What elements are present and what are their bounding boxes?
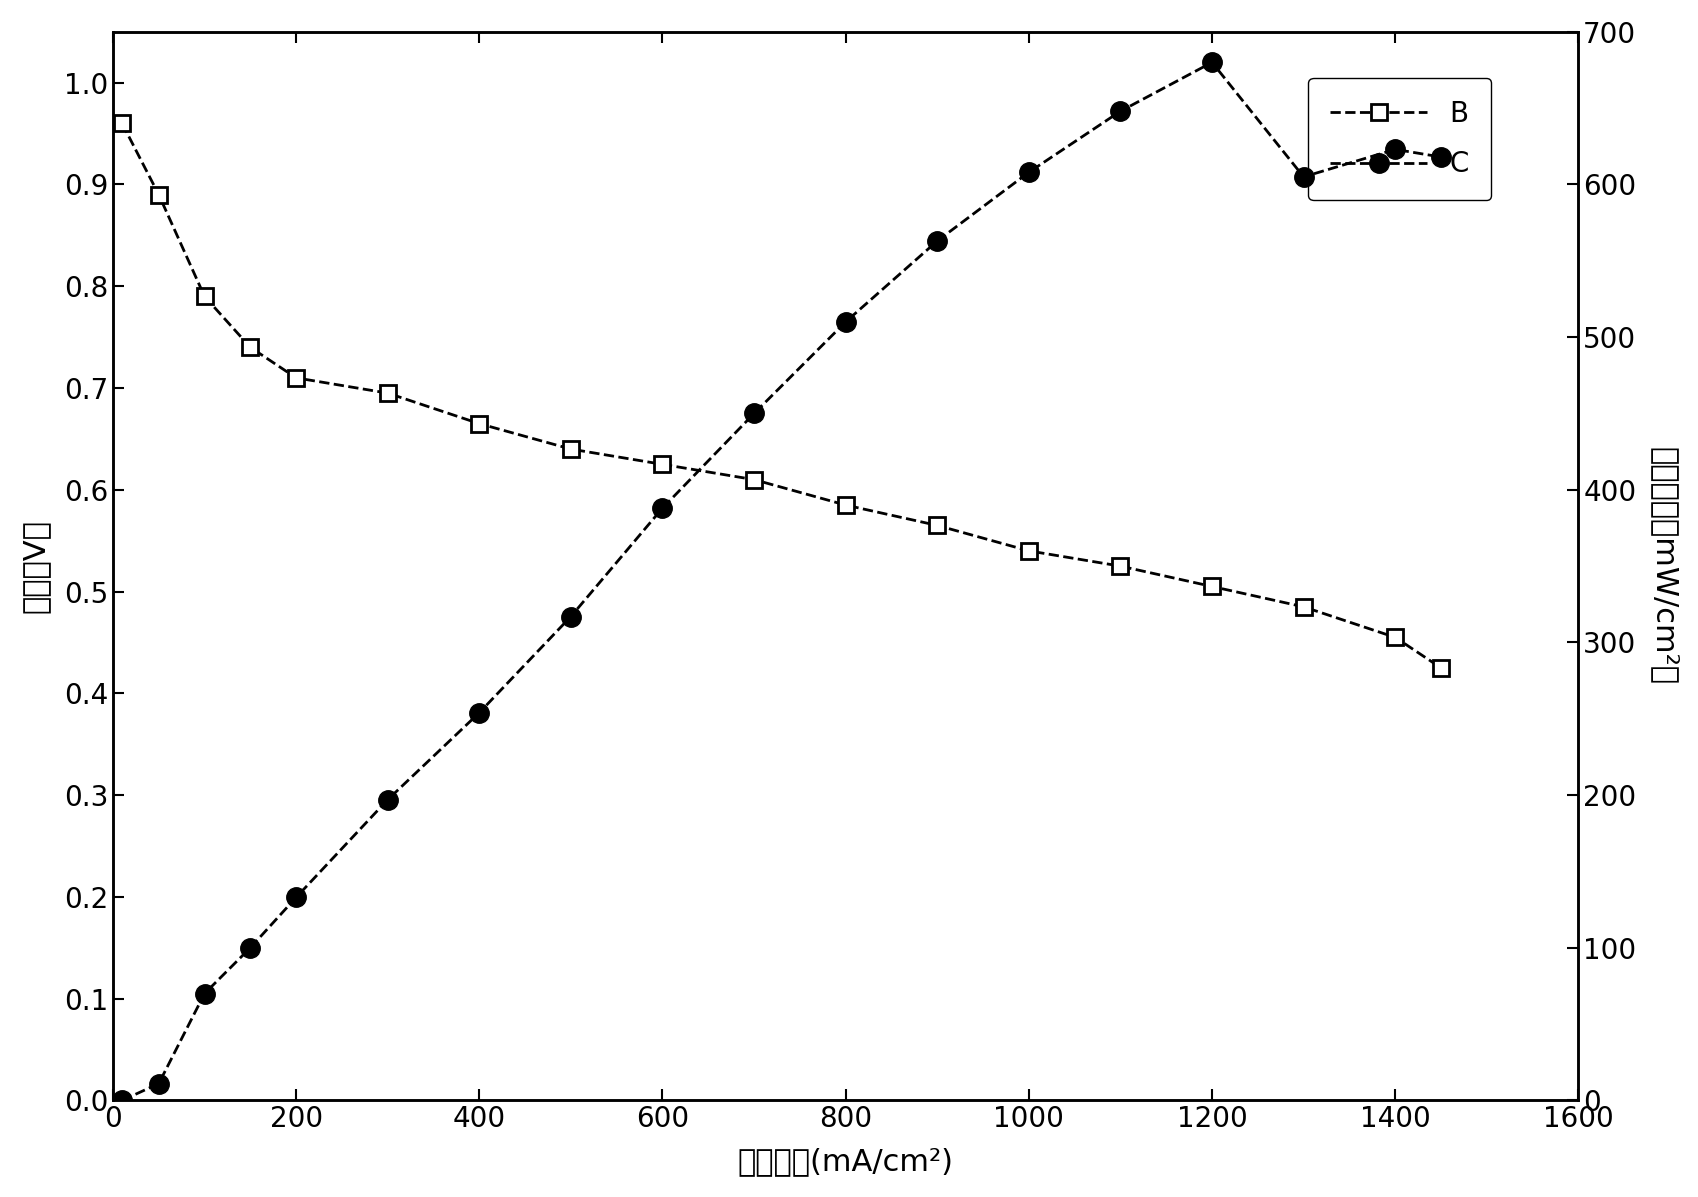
- B: [377, 385, 397, 400]
- B: [1292, 600, 1313, 614]
- X-axis label: 电流密度(mA/cm²): 电流密度(mA/cm²): [737, 1147, 953, 1177]
- C: [744, 406, 764, 420]
- B: [239, 340, 260, 354]
- B: [469, 417, 489, 431]
- C: [835, 315, 856, 329]
- B: [744, 473, 764, 487]
- B: [285, 371, 306, 385]
- C: [239, 941, 260, 955]
- B: [927, 518, 947, 533]
- B: [1019, 543, 1039, 558]
- B: [1384, 630, 1404, 644]
- B: [1200, 579, 1221, 594]
- C: [112, 1093, 132, 1107]
- B: [194, 290, 214, 304]
- B: [1430, 661, 1450, 675]
- C: [148, 1076, 168, 1090]
- C: [1384, 142, 1404, 157]
- C: [1019, 165, 1039, 180]
- Line: B: B: [114, 116, 1448, 675]
- B: [835, 498, 856, 512]
- Y-axis label: 功率密度（mW/cm²）: 功率密度（mW/cm²）: [1649, 448, 1678, 685]
- B: [560, 442, 581, 456]
- Y-axis label: 电压（V）: 电压（V）: [20, 519, 49, 613]
- B: [1109, 559, 1129, 573]
- B: [652, 457, 672, 472]
- C: [377, 792, 397, 807]
- Line: C: C: [112, 53, 1450, 1110]
- C: [194, 986, 214, 1001]
- B: [112, 116, 132, 130]
- C: [652, 500, 672, 515]
- C: [1292, 170, 1313, 184]
- Legend: B, C: B, C: [1307, 78, 1491, 200]
- C: [927, 233, 947, 248]
- C: [1430, 150, 1450, 164]
- C: [469, 705, 489, 719]
- C: [560, 609, 581, 624]
- C: [285, 891, 306, 905]
- C: [1200, 55, 1221, 69]
- C: [1109, 104, 1129, 119]
- B: [148, 188, 168, 202]
